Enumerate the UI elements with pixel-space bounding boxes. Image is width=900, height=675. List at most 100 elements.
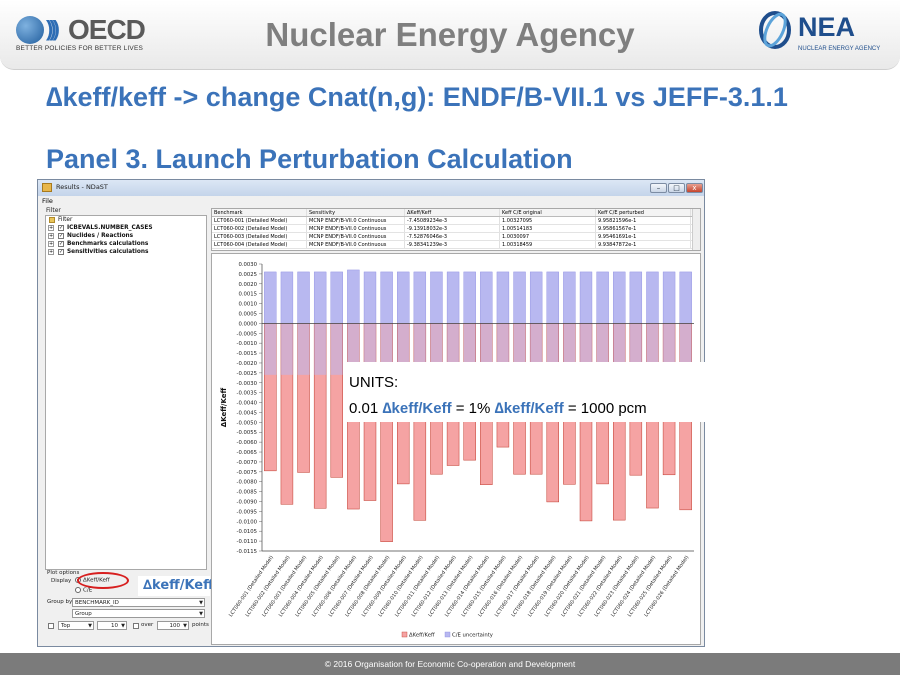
tree-item-benchmarks[interactable]: + ✓ Benchmarks calculations: [46, 240, 206, 248]
bar-ce-uncertainty-neg: [314, 323, 327, 375]
tree-item-label: Nuclides / Reactions: [67, 233, 134, 239]
group-by-select[interactable]: BENCHMARK_ID: [72, 598, 205, 607]
oecd-logo-text: OECD: [68, 14, 146, 45]
y-tick-label: 0.0010: [238, 302, 257, 308]
chart-area: 0.0030 0.0025 0.0020 0.0015 0.0010 0.0005 0.00…: [211, 253, 701, 645]
y-tick-label: -0.0080: [237, 480, 258, 486]
folder-icon: [49, 217, 55, 223]
y-tick-label: 0.0030: [238, 262, 257, 268]
bar-ce-uncertainty: [380, 271, 393, 324]
top-count-spinner[interactable]: 10: [97, 621, 127, 630]
units-dkeff-2: ∆keff/Keff: [494, 400, 564, 417]
over-count-spinner[interactable]: 100: [157, 621, 189, 630]
radio-icon[interactable]: [75, 587, 81, 593]
bar-ce-uncertainty: [563, 271, 576, 324]
highlight-ellipse: [77, 572, 129, 589]
checkbox-icon[interactable]: ✓: [58, 233, 64, 239]
maximize-button[interactable]: □: [668, 183, 685, 193]
y-tick-label: -0.0045: [237, 410, 257, 416]
nea-logo: NEA NUCLEAR ENERGY AGENCY: [758, 10, 892, 58]
y-tick-label: 0.0000: [238, 321, 257, 327]
y-tick-label: -0.0035: [237, 391, 257, 397]
bar-ce-uncertainty-neg: [480, 323, 493, 375]
checkbox-icon[interactable]: ✓: [58, 249, 64, 255]
y-tick-label: -0.0110: [237, 539, 258, 545]
table-cell: -7.52876046e-3: [405, 233, 500, 240]
bar-ce-uncertainty: [430, 271, 443, 324]
table-cell: 1.00318459: [500, 241, 596, 248]
bar-ce-uncertainty: [613, 271, 626, 324]
bar-ce-uncertainty: [413, 271, 427, 324]
column-header[interactable]: ΔKeff/Keff: [405, 209, 500, 216]
group-select[interactable]: Group: [72, 609, 205, 618]
over-checkbox[interactable]: [133, 623, 139, 629]
bar-ce-uncertainty: [496, 271, 510, 324]
column-header[interactable]: Keff C/E original: [500, 209, 596, 216]
nea-tagline: NUCLEAR ENERGY AGENCY: [798, 46, 881, 52]
units-note: UNITS: 0.01 ∆keff/Keff = 1% ∆keff/Keff =…: [343, 362, 743, 422]
tree-item-sensitivities[interactable]: + ✓ Sensitivities calculations: [46, 248, 206, 256]
results-window: Results - NDaST – □ x File Filter Filter…: [37, 179, 705, 647]
units-eq-1: = 1%: [451, 400, 495, 417]
filter-label: Filter: [46, 207, 61, 214]
bar-ce-uncertainty: [330, 271, 343, 324]
y-tick-label: -0.0040: [237, 401, 258, 407]
table-scrollbar[interactable]: [692, 209, 700, 250]
top-checkbox[interactable]: [48, 623, 54, 629]
table-cell: -7.45089234e-3: [405, 217, 500, 224]
checkbox-icon[interactable]: ✓: [58, 241, 64, 247]
units-line: 0.01 ∆keff/Keff = 1% ∆keff/Keff = 1000 p…: [349, 396, 743, 422]
column-header[interactable]: Keff C/E perturbed: [596, 209, 691, 216]
expand-icon[interactable]: +: [48, 225, 54, 231]
close-button[interactable]: x: [686, 183, 703, 193]
table-cell: 1.0030097: [500, 233, 596, 240]
bar-ce-uncertainty-neg: [613, 323, 626, 375]
bar-ce-uncertainty-neg: [496, 323, 509, 375]
table-cell: LCT060-003 (Detailed Model): [212, 233, 307, 240]
bar-ce-uncertainty-neg: [380, 323, 393, 375]
bar-ce-uncertainty-neg: [513, 323, 526, 375]
tree-item-nuclides[interactable]: + ✓ Nuclides / Reactions: [46, 232, 206, 240]
bar-ce-uncertainty-neg: [280, 323, 293, 375]
tree-item-filter[interactable]: Filter: [46, 216, 206, 224]
dkeff-callout: ∆keff/Keff: [138, 576, 214, 596]
tree-item-cases[interactable]: + ✓ ICBEVALS.NUMBER_CASES: [46, 224, 206, 232]
y-tick-label: -0.0075: [237, 470, 257, 476]
legend-swatch-dkeff: [401, 631, 408, 638]
y-tick-label: -0.0030: [237, 381, 258, 387]
expand-icon[interactable]: +: [48, 241, 54, 247]
bar-ce-uncertainty-neg: [397, 323, 410, 375]
radio-ce[interactable]: C/E: [75, 587, 92, 594]
expand-icon[interactable]: +: [48, 233, 54, 239]
expand-icon[interactable]: +: [48, 249, 54, 255]
checkbox-icon[interactable]: ✓: [58, 225, 64, 231]
menu-file[interactable]: File: [42, 197, 53, 205]
table-cell: -9.38341239e-3: [405, 241, 500, 248]
bar-ce-uncertainty: [629, 271, 643, 324]
bar-ce-uncertainty: [363, 271, 377, 324]
y-tick-label: -0.0070: [237, 460, 258, 466]
column-header[interactable]: Sensitivity: [307, 209, 405, 216]
table-cell: 9.95861567e-1: [596, 225, 691, 232]
slide-header: ))) OECD BETTER POLICIES FOR BETTER LIVE…: [0, 0, 900, 70]
table-row[interactable]: LCT060-002 (Detailed Model) MCNP ENDF/B-…: [212, 225, 700, 233]
table-row[interactable]: LCT060-003 (Detailed Model) MCNP ENDF/B-…: [212, 233, 700, 241]
panel-title: Panel 3. Launch Perturbation Calculation: [46, 144, 573, 174]
top-select[interactable]: Top: [58, 621, 94, 630]
bar-ce-uncertainty-neg: [364, 323, 376, 375]
bar-ce-uncertainty-neg: [679, 323, 692, 375]
window-titlebar[interactable]: Results - NDaST – □ x: [38, 180, 704, 196]
bar-ce-uncertainty: [480, 271, 493, 324]
table-row[interactable]: LCT060-001 (Detailed Model) MCNP ENDF/B-…: [212, 217, 700, 225]
menu-bar: File: [38, 196, 704, 206]
bar-ce-uncertainty: [546, 271, 559, 324]
bar-chart: 0.0030 0.0025 0.0020 0.0015 0.0010 0.0005 0.00…: [220, 262, 694, 639]
column-header[interactable]: Benchmark: [212, 209, 307, 216]
table-cell: -9.13918032e-3: [405, 225, 500, 232]
y-tick-label: -0.0005: [237, 331, 257, 337]
minimize-button[interactable]: –: [650, 183, 667, 193]
y-axis-label: ΔKeff/Keff: [220, 387, 228, 427]
bar-ce-uncertainty-neg: [546, 323, 559, 375]
table-row[interactable]: LCT060-004 (Detailed Model) MCNP ENDF/B-…: [212, 241, 700, 249]
slide-title: ∆keff/keff -> change Cnat(n,g): ENDF/B-V…: [46, 82, 788, 112]
